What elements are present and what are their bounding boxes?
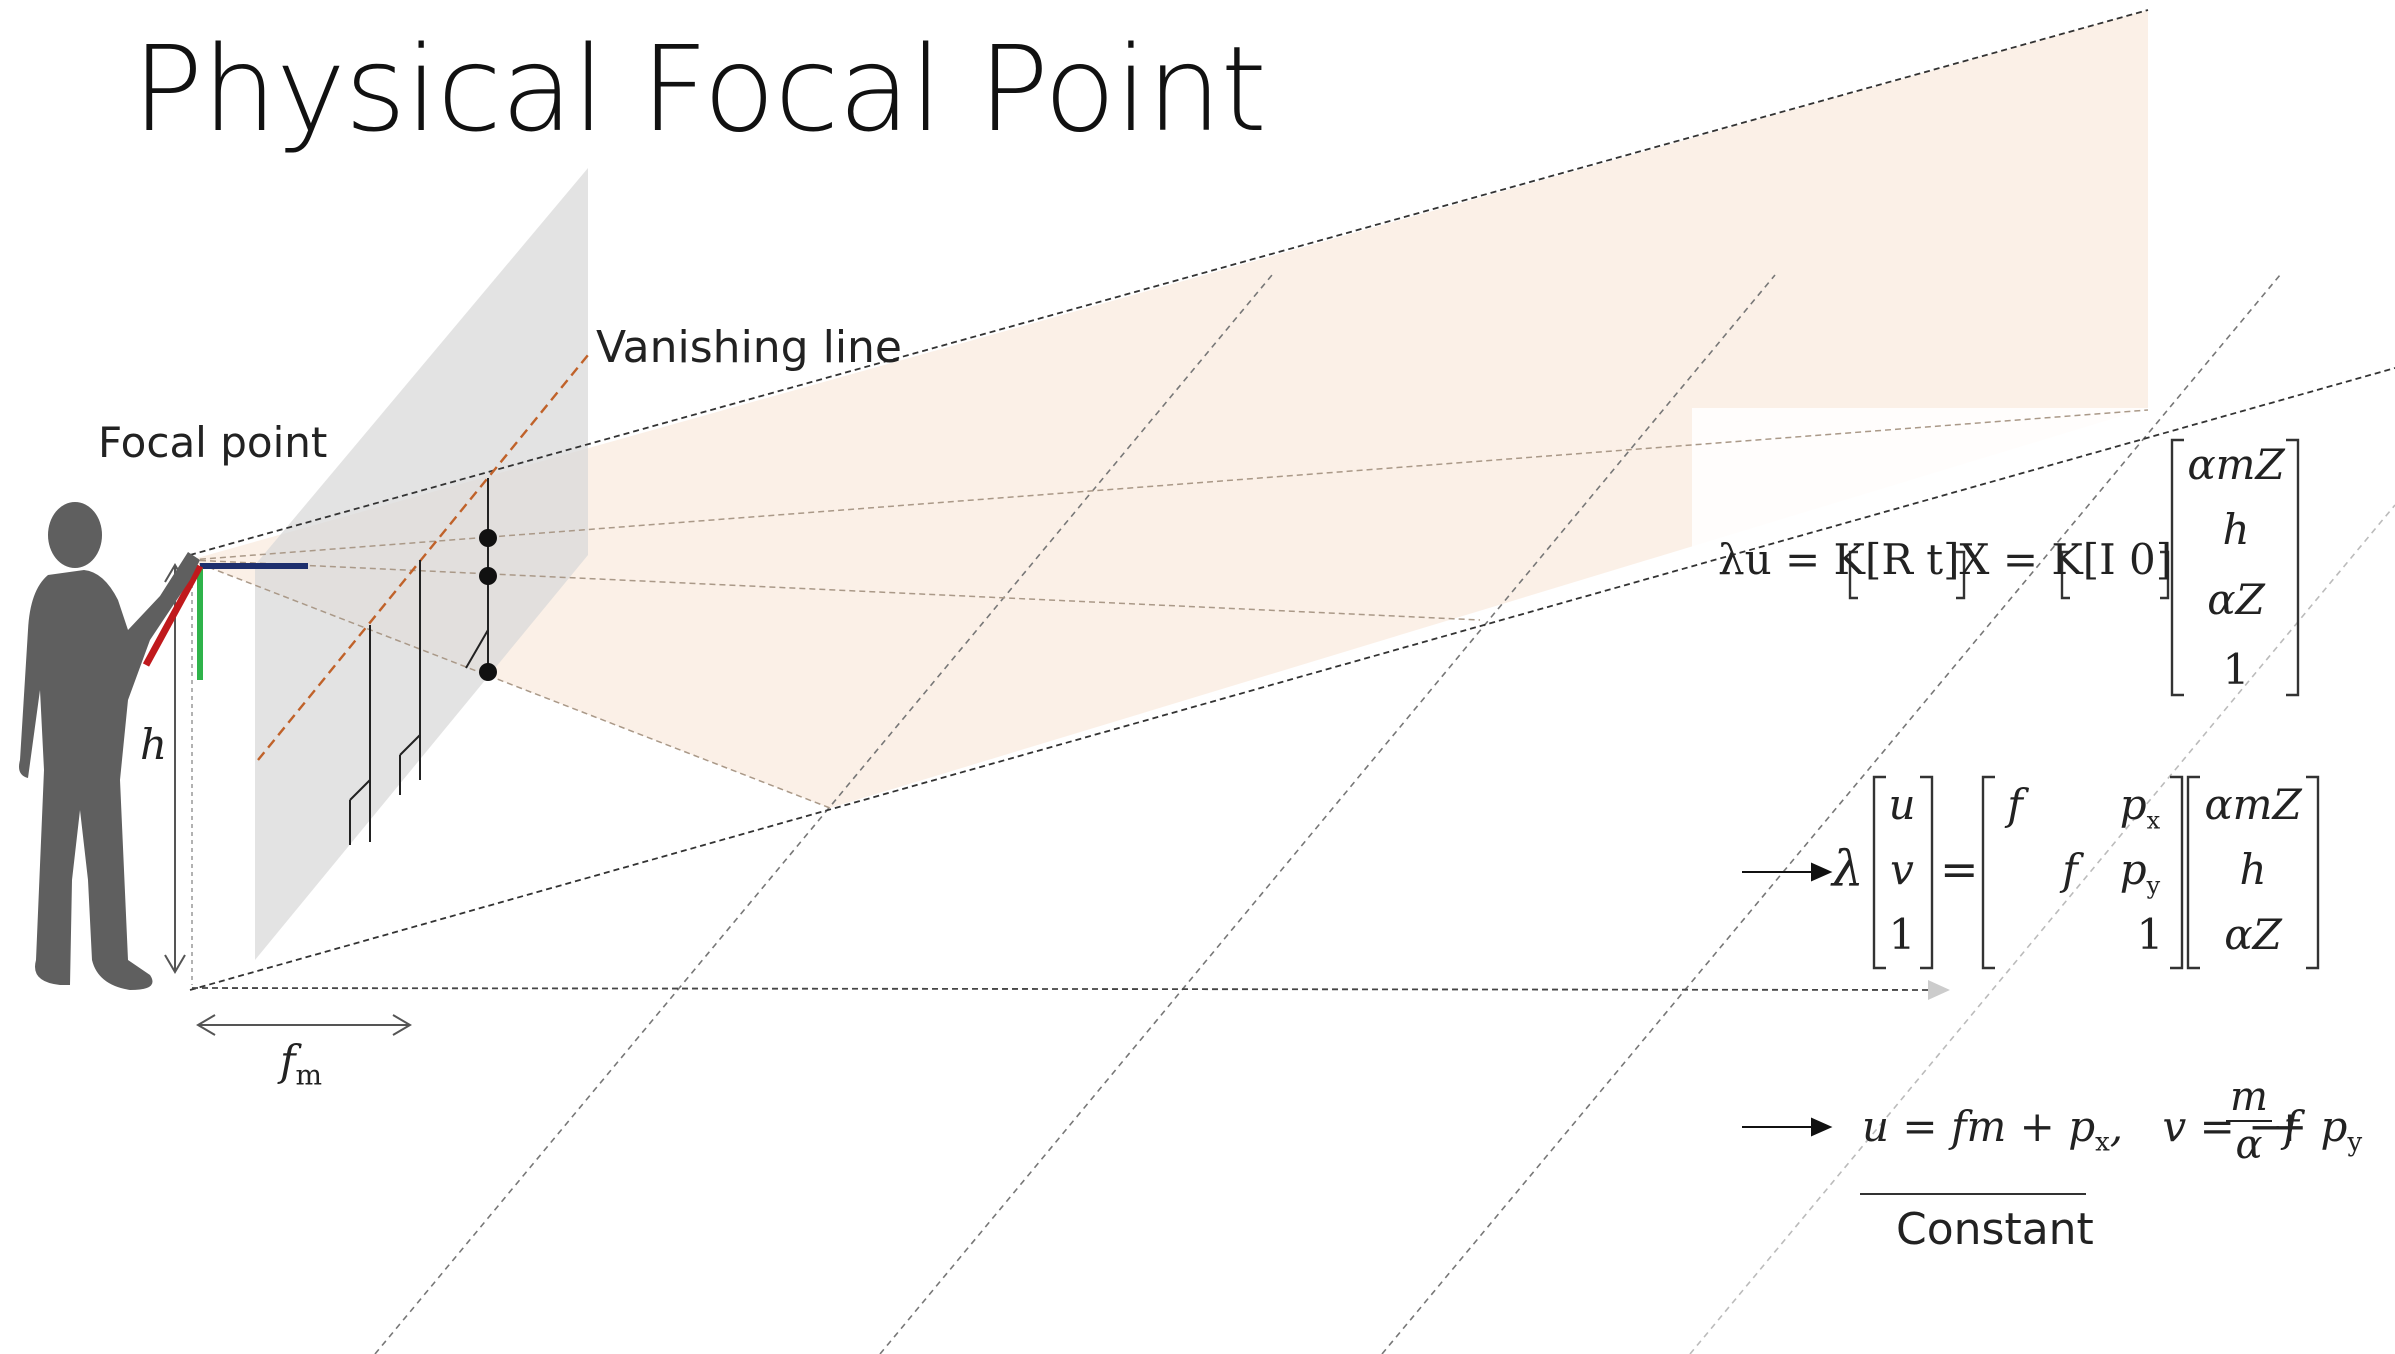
arrow-right-icon: [1742, 862, 1833, 1137]
eq2-K-r3c3: 1: [2136, 910, 2164, 959]
eq3-v-tail-text: + p: [2272, 1102, 2348, 1151]
eq2-lhs-1: v: [1890, 845, 1914, 894]
projection-rays: [189, 409, 2149, 809]
eq3-u: u = fm + p: [1862, 1102, 2096, 1151]
eq2-lhs-0: u: [1888, 780, 1916, 829]
eq3-frac-den: α: [2235, 1122, 2263, 1168]
view-frustum: [190, 10, 2148, 808]
frustum-edges: [189, 9, 2395, 991]
vanishing-line: [257, 354, 589, 761]
ground-ray-arrowhead: [1928, 980, 1950, 1000]
eq3-v-sub: y: [2347, 1127, 2363, 1158]
person-silhouette-icon: [19, 502, 200, 990]
eq3-u-sub: x: [2095, 1127, 2110, 1158]
ground-grid: [374, 274, 2395, 1354]
focal-length-symbol: f: [280, 1036, 296, 1085]
eq3-frac-num: m: [2226, 1074, 2272, 1122]
eq2-rhs-2: αZ: [2224, 910, 2282, 959]
image-plane: [255, 168, 588, 960]
eq3-separator: ,: [2109, 1102, 2124, 1151]
focal-length-label: fm: [280, 1036, 322, 1091]
focal-point-label: Focal point: [98, 418, 328, 467]
height-label: h: [140, 720, 168, 769]
eq1-vector-2: αZ: [2207, 575, 2265, 624]
eq2-K-r2c3: py: [2110, 845, 2170, 899]
projection-equation: λu = K[R t]X = K[I 0]: [1718, 535, 2173, 584]
eq2-equals: =: [1940, 842, 1979, 896]
eq2-K-r1c1: f: [2007, 780, 2023, 829]
eq2-lhs-2: 1: [1888, 910, 1916, 959]
eq2-K-r2c2: f: [2062, 845, 2078, 894]
result-equation: u = fm + px, v = −f: [1862, 1102, 2299, 1157]
page-title: Physical Focal Point: [132, 20, 1267, 158]
eq3-fraction: m α: [2226, 1074, 2272, 1168]
projected-points: [479, 529, 497, 681]
eq2-K-r1c3: px: [2110, 780, 2170, 834]
equation-backdrop: [1692, 408, 2152, 588]
matrix-brackets: [1848, 438, 2320, 970]
eq3-v-tail: + py: [2272, 1102, 2362, 1157]
eq2-lambda: λ: [1832, 840, 1864, 898]
focal-length-arrow: [196, 1014, 412, 1036]
eq2-K-px: p: [2119, 780, 2147, 829]
eq2-K-py-sub: y: [2146, 871, 2161, 900]
camera-axis-red: [142, 564, 204, 667]
eq3-v: v = −f: [2162, 1102, 2299, 1151]
eq2-K-py: p: [2119, 845, 2147, 894]
constant-label: Constant: [1896, 1204, 2094, 1255]
focal-length-subscript: m: [295, 1058, 323, 1092]
eq1-vector-1: h: [2222, 505, 2250, 554]
eq2-rhs-0: αmZ: [2204, 780, 2302, 829]
ground-ray: [191, 987, 1941, 991]
eq2-rhs-1: h: [2239, 845, 2267, 894]
vanishing-line-label: Vanishing line: [596, 322, 903, 373]
eq1-vector-3: 1: [2222, 645, 2250, 694]
eq1-vector-0: αmZ: [2187, 440, 2285, 489]
eq2-K-px-sub: x: [2146, 806, 2161, 835]
